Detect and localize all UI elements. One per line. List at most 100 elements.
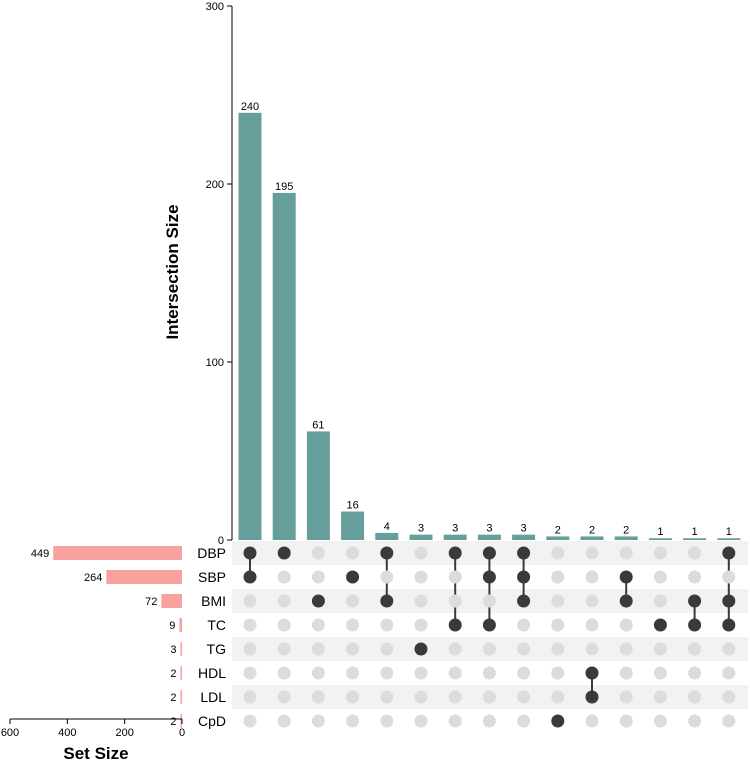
set-name-label: SBP <box>198 569 226 585</box>
matrix-dot-inactive <box>346 618 360 632</box>
matrix-dot-inactive <box>688 642 702 656</box>
matrix-dot-inactive <box>311 642 325 656</box>
matrix-dot-active <box>722 594 736 608</box>
matrix-dot-inactive <box>482 690 496 704</box>
intersection-bar <box>580 536 604 540</box>
matrix-dot-inactive <box>653 690 667 704</box>
intersection-bar <box>306 431 330 540</box>
matrix-dot-inactive <box>653 594 667 608</box>
matrix-dot-inactive <box>311 570 325 584</box>
intersection-axis-title: Intersection Size <box>163 204 182 339</box>
matrix-dot-inactive <box>585 618 599 632</box>
set-axis-tick-label: 600 <box>1 727 19 739</box>
set-size-bar <box>106 570 182 584</box>
matrix-dot-inactive <box>722 642 736 656</box>
matrix-dot-inactive <box>619 546 633 560</box>
matrix-dot-inactive <box>688 690 702 704</box>
set-name-label: HDL <box>198 665 226 681</box>
matrix-dot-inactive <box>448 594 462 608</box>
matrix-dot-inactive <box>380 714 394 728</box>
matrix-dot-inactive <box>414 666 428 680</box>
matrix-dot-inactive <box>653 714 667 728</box>
matrix-dot-inactive <box>551 666 565 680</box>
matrix-dot-inactive <box>311 714 325 728</box>
matrix-dot-inactive <box>551 570 565 584</box>
matrix-dot-inactive <box>551 642 565 656</box>
matrix-dot-active <box>448 546 462 560</box>
set-size-bar-label: 2 <box>170 716 176 728</box>
matrix-dot-inactive <box>585 546 599 560</box>
matrix-dot-active <box>619 570 633 584</box>
matrix-dot-active <box>585 690 599 704</box>
matrix-dot-inactive <box>380 666 394 680</box>
matrix-dot-inactive <box>414 690 428 704</box>
matrix-dot-inactive <box>653 666 667 680</box>
intersection-bar-label: 2 <box>555 524 561 536</box>
set-name-label: CpD <box>198 713 226 729</box>
matrix-dot-inactive <box>619 690 633 704</box>
matrix-dot-inactive <box>688 666 702 680</box>
matrix-dot-active <box>517 570 531 584</box>
set-size-bar <box>180 690 182 704</box>
matrix-dot-inactive <box>346 642 360 656</box>
intersection-matrix <box>243 546 736 728</box>
matrix-dot-inactive <box>277 618 291 632</box>
matrix-dot-active <box>722 546 736 560</box>
matrix-dot-inactive <box>414 618 428 632</box>
matrix-dot-inactive <box>517 666 531 680</box>
matrix-dot-active <box>448 618 462 632</box>
set-size-bar <box>161 594 182 608</box>
set-size-bar-label: 3 <box>170 644 176 656</box>
matrix-dot-inactive <box>722 714 736 728</box>
intersection-bar <box>512 534 536 540</box>
matrix-dot-inactive <box>482 666 496 680</box>
set-size-bar-label: 72 <box>145 596 157 608</box>
matrix-dot-inactive <box>243 690 257 704</box>
matrix-dot-inactive <box>414 594 428 608</box>
set-size-axis-title: Set Size <box>63 744 128 761</box>
intersection-bar <box>341 511 365 540</box>
matrix-dot-inactive <box>380 570 394 584</box>
matrix-dot-inactive <box>517 690 531 704</box>
matrix-dot-inactive <box>551 546 565 560</box>
set-size-bars: 449 264 72 9 3 2 2 2 <box>31 546 182 728</box>
matrix-dot-inactive <box>243 642 257 656</box>
matrix-dot-inactive <box>482 642 496 656</box>
set-size-bar <box>179 618 182 632</box>
matrix-dot-inactive <box>448 690 462 704</box>
intersection-bar <box>443 534 467 540</box>
matrix-dot-inactive <box>653 642 667 656</box>
matrix-dot-inactive <box>619 714 633 728</box>
set-name-label: TC <box>207 617 226 633</box>
set-size-bar <box>180 714 182 728</box>
set-size-bar-label: 9 <box>169 620 175 632</box>
intersection-bar-label: 3 <box>486 523 492 535</box>
intersection-bar-label: 1 <box>726 526 732 538</box>
matrix-dot-inactive <box>243 618 257 632</box>
matrix-dot-inactive <box>688 546 702 560</box>
matrix-dot-active <box>414 642 428 656</box>
intersection-bar-label: 4 <box>384 521 390 533</box>
matrix-dot-inactive <box>448 714 462 728</box>
matrix-dot-inactive <box>551 594 565 608</box>
matrix-dot-inactive <box>243 594 257 608</box>
intersection-bar <box>238 112 262 541</box>
intersection-bar-label: 1 <box>692 526 698 538</box>
intersection-bar-label: 16 <box>346 500 358 512</box>
set-axis-tick-label: 0 <box>179 727 185 739</box>
matrix-dot-inactive <box>551 618 565 632</box>
intersection-bar <box>375 532 399 540</box>
matrix-dot-inactive <box>517 642 531 656</box>
matrix-dot-inactive <box>448 642 462 656</box>
set-axis-tick-label: 400 <box>58 727 76 739</box>
intersection-bar-label: 3 <box>521 523 527 535</box>
intersection-bar-label: 2 <box>623 524 629 536</box>
matrix-dot-inactive <box>243 666 257 680</box>
matrix-dot-active <box>722 618 736 632</box>
matrix-dot-inactive <box>277 570 291 584</box>
intersection-bar <box>614 536 638 540</box>
matrix-dot-inactive <box>243 714 257 728</box>
matrix-dot-inactive <box>517 618 531 632</box>
matrix-dot-active <box>585 666 599 680</box>
matrix-dot-active <box>346 570 360 584</box>
